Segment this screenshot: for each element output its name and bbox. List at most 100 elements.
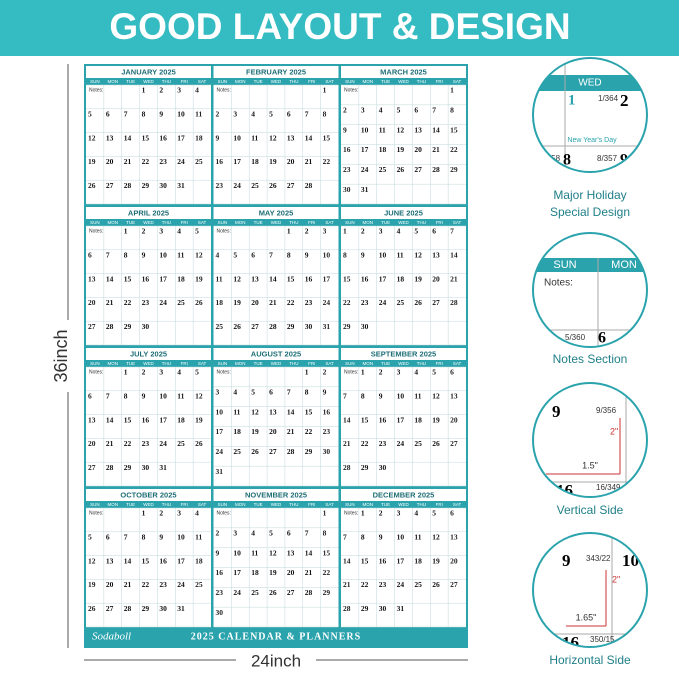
notes: Notes: <box>217 369 231 375</box>
weekday: MON <box>108 361 119 366</box>
weekday: WED <box>143 502 154 507</box>
notes: Notes: <box>89 369 103 375</box>
day-number: 5 <box>195 368 199 377</box>
day-number: 18 <box>216 298 224 307</box>
day-number: 3 <box>361 106 365 115</box>
weekday-band <box>213 219 339 226</box>
day-number: 3 <box>379 227 383 236</box>
day-number: 2 <box>159 509 163 518</box>
day-number: 17 <box>397 556 405 565</box>
month-title: APRIL 2025 <box>128 208 169 217</box>
weekday: FRI <box>181 79 188 84</box>
day-number: 7 <box>124 533 128 542</box>
day-number: 3 <box>233 529 237 538</box>
weekday: TUE <box>126 361 135 366</box>
day-number: 8 <box>142 533 146 542</box>
day-number: 25 <box>414 580 422 589</box>
weekday: SAT <box>325 220 334 225</box>
day-number: 8 <box>450 106 454 115</box>
doy: 5/360 <box>565 333 586 342</box>
weekday: FRI <box>436 220 443 225</box>
day-number: 16 <box>216 157 224 166</box>
day-number: 10 <box>159 392 167 401</box>
day-number: 19 <box>414 274 422 283</box>
day-number: 28 <box>305 181 313 190</box>
day-number: 27 <box>106 604 114 613</box>
day-number: 31 <box>177 604 185 613</box>
day-number: 22 <box>142 580 150 589</box>
day-number: 21 <box>343 439 351 448</box>
day-number: 11 <box>414 392 421 401</box>
day-number: 26 <box>251 447 259 456</box>
day-number: 22 <box>323 157 331 166</box>
day-number: 1 <box>142 509 146 518</box>
weekday: WED <box>143 361 154 366</box>
day-number: 7 <box>343 392 347 401</box>
day-number: 19 <box>233 298 241 307</box>
dim-bg <box>236 650 316 672</box>
day-number: 7 <box>106 392 110 401</box>
day-number: 15 <box>450 125 458 134</box>
detail-circle <box>532 382 648 498</box>
month-title: JANUARY 2025 <box>121 67 176 76</box>
day-number: 20 <box>287 157 295 166</box>
footer-title: 2025 CALENDAR & PLANNERS <box>191 631 361 642</box>
day-number: 25 <box>233 447 241 456</box>
day-number: 29 <box>305 447 313 456</box>
day-number: 31 <box>397 604 405 613</box>
day-number: 27 <box>287 588 295 597</box>
day-number: 30 <box>159 181 167 190</box>
day-number: 29 <box>450 165 458 174</box>
day-number: 15 <box>361 415 369 424</box>
weekday: TUE <box>381 361 390 366</box>
day-number: 7 <box>106 251 110 260</box>
detail-bg <box>533 533 647 647</box>
measure-label: 2" <box>612 574 620 584</box>
day-number: 1 <box>124 227 128 236</box>
day-number: 25 <box>216 322 224 331</box>
day-number: 10 <box>177 533 185 542</box>
day-number: 3 <box>397 509 401 518</box>
day-number: 14 <box>269 274 277 283</box>
weekday: WED <box>398 361 409 366</box>
day-number: 7 <box>124 110 128 119</box>
day-number: 12 <box>397 125 405 134</box>
day-number: 7 <box>343 533 347 542</box>
day-number: 3 <box>159 368 163 377</box>
day-number: 11 <box>233 407 240 416</box>
day-number: 24 <box>397 580 405 589</box>
day-number: 6 <box>251 251 255 260</box>
day-number: 14 <box>432 125 440 134</box>
day-number: 3 <box>397 368 401 377</box>
day-number: 14 <box>106 274 114 283</box>
day-number: 20 <box>287 568 295 577</box>
day-number: 12 <box>195 392 203 401</box>
weekday: THU <box>289 502 298 507</box>
day-number: 26 <box>88 181 96 190</box>
day-number: 16 <box>142 274 150 283</box>
weekday: FRI <box>181 502 188 507</box>
width-label: 24inch <box>251 651 301 670</box>
caption: Special Design <box>550 205 630 219</box>
day-number: 7 <box>450 227 454 236</box>
day-number: 22 <box>323 568 331 577</box>
day-number: 31 <box>177 181 185 190</box>
weekday: TUE <box>254 79 263 84</box>
day-number: 9 <box>361 251 365 260</box>
day-number: 12 <box>251 407 259 416</box>
doy: 350/15 <box>590 635 615 644</box>
day-number: 29 <box>323 588 331 597</box>
day-number: 4 <box>251 110 255 119</box>
banner <box>0 0 679 56</box>
month-bg <box>213 348 339 486</box>
month-bg <box>341 348 466 486</box>
weekday: THU <box>417 220 426 225</box>
day-number: 6 <box>106 533 110 542</box>
header-band <box>533 258 647 272</box>
weekday-band <box>86 219 211 226</box>
day-number: 27 <box>450 580 458 589</box>
day-number: 12 <box>432 392 440 401</box>
day-number: 30 <box>361 322 369 331</box>
weekday: THU <box>162 361 171 366</box>
detail-circle <box>532 232 648 348</box>
